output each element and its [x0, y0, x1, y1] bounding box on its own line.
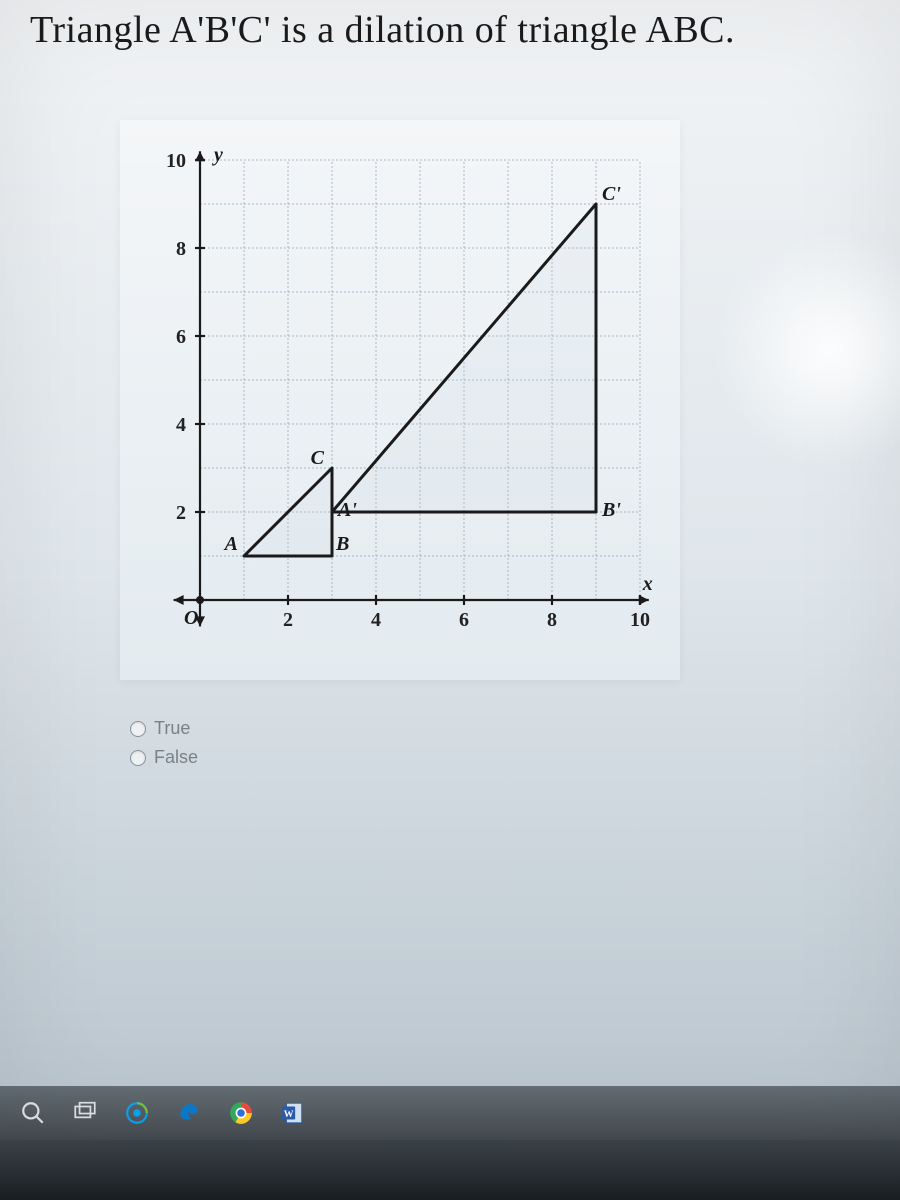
svg-text:2: 2: [176, 502, 186, 524]
coordinate-graph: 2 4 6 8 10 2 4 6 8 10 y x O A B C A' B' C': [120, 120, 680, 680]
svg-text:B': B': [601, 499, 621, 521]
svg-text:2: 2: [283, 609, 293, 631]
svg-text:x: x: [642, 573, 653, 595]
chrome-icon: [228, 1100, 254, 1126]
app-window: Triangle A'B'C' is a dilation of triangl…: [0, 0, 900, 1140]
settings-icon: [124, 1100, 150, 1126]
svg-text:10: 10: [630, 609, 650, 631]
taskview-button[interactable]: [60, 1090, 110, 1136]
graph-svg: 2 4 6 8 10 2 4 6 8 10 y x O A B C A' B' C': [120, 120, 680, 680]
search-button[interactable]: [8, 1090, 58, 1136]
svg-text:4: 4: [176, 414, 186, 436]
radio-icon: [130, 721, 146, 737]
edge-icon: [176, 1100, 202, 1126]
word-icon: W: [280, 1100, 306, 1126]
svg-text:B: B: [335, 533, 349, 555]
desk-edge: [0, 1140, 900, 1200]
svg-text:4: 4: [371, 609, 381, 631]
taskbar: W: [0, 1086, 900, 1140]
option-label: False: [154, 747, 198, 768]
svg-text:8: 8: [176, 238, 186, 260]
svg-text:O: O: [184, 607, 198, 629]
option-true[interactable]: True: [130, 718, 198, 739]
option-false[interactable]: False: [130, 747, 198, 768]
svg-text:C: C: [311, 447, 325, 469]
word-letter: W: [284, 1109, 294, 1120]
settings-button[interactable]: [112, 1090, 162, 1136]
svg-text:10: 10: [166, 150, 186, 172]
svg-text:A: A: [223, 533, 238, 555]
svg-text:6: 6: [459, 609, 469, 631]
svg-text:6: 6: [176, 326, 186, 348]
chrome-button[interactable]: [216, 1090, 266, 1136]
option-label: True: [154, 718, 190, 739]
svg-text:y: y: [212, 144, 223, 166]
answer-options: True False: [130, 710, 198, 776]
edge-button[interactable]: [164, 1090, 214, 1136]
svg-text:C': C': [602, 183, 621, 205]
screen-glare: [700, 220, 900, 480]
word-button[interactable]: W: [268, 1090, 318, 1136]
svg-text:A': A': [336, 499, 357, 521]
taskview-icon: [72, 1100, 98, 1126]
question-prompt: Triangle A'B'C' is a dilation of triangl…: [30, 8, 880, 52]
search-icon: [20, 1100, 46, 1126]
radio-icon: [130, 750, 146, 766]
svg-text:8: 8: [547, 609, 557, 631]
desktop: Triangle A'B'C' is a dilation of triangl…: [0, 0, 900, 1200]
